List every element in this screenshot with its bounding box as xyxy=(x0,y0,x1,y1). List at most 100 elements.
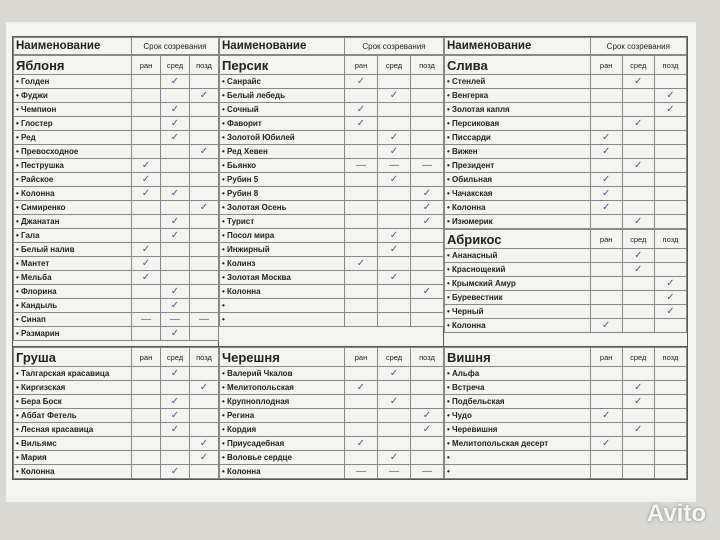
variety-row: Черевишня ✓ xyxy=(444,422,688,437)
ripening-mark: ✓ xyxy=(131,242,161,257)
ripening-mark xyxy=(377,312,411,327)
section-header-row: Груша ран сред позд xyxy=(13,347,219,367)
ripening-mark: ✓ xyxy=(344,116,378,131)
ripening-mark: ✓ xyxy=(410,422,444,437)
ripening-mark xyxy=(589,262,623,277)
ripening-mark xyxy=(344,394,378,409)
variety-row: Бера Боск ✓ xyxy=(13,394,219,409)
variety-name: Пеструшка xyxy=(13,158,132,173)
variety-row: Санрайс✓ xyxy=(219,74,444,89)
period-label: позд xyxy=(653,55,688,75)
section-title: Груша xyxy=(13,347,132,367)
period-label: ран xyxy=(131,347,161,367)
ripening-mark xyxy=(653,436,688,451)
ripening-mark xyxy=(621,88,655,103)
ripening-mark: ✓ xyxy=(160,74,190,89)
variety-name: Талгарская красавица xyxy=(13,366,132,381)
ripening-mark: ✓ xyxy=(189,380,219,395)
ripening-mark xyxy=(589,158,623,173)
ripening-mark: ✓ xyxy=(131,186,161,201)
variety-name: Мелитопольская xyxy=(219,380,345,395)
section-title: Персик xyxy=(219,55,345,75)
period-label: позд xyxy=(653,347,688,367)
ripening-mark: ✓ xyxy=(160,214,190,229)
ripening-mark xyxy=(189,408,219,423)
ripening-mark xyxy=(344,88,378,103)
ripening-mark xyxy=(589,248,623,263)
variety-name: Вильямс xyxy=(13,436,132,451)
variety-name: Ред Хевен xyxy=(219,144,345,159)
variety-name: Черевишня xyxy=(444,422,591,437)
ripening-mark: ✓ xyxy=(621,422,655,437)
section-header-row: Персик ран сред позд xyxy=(219,55,444,75)
variety-row: Альфа xyxy=(444,366,688,381)
ripening-mark: ✓ xyxy=(160,102,190,117)
ripening-mark xyxy=(377,284,411,299)
ripening-mark xyxy=(189,74,219,89)
variety-name: Колонна xyxy=(219,464,345,479)
variety-row: Изюмерик ✓ xyxy=(444,214,688,229)
ripening-mark: ✓ xyxy=(189,436,219,451)
header-row: Наименование Срок созревания xyxy=(444,37,688,55)
variety-row: Колонна——— xyxy=(219,464,444,479)
variety-row: Персиковая ✓ xyxy=(444,116,688,131)
ripening-mark xyxy=(189,366,219,381)
variety-row: Рубин 8 ✓ xyxy=(219,186,444,201)
ripening-mark: ✓ xyxy=(160,326,190,341)
variety-name: Посол мира xyxy=(219,228,345,243)
variety-row: Бьянко——— xyxy=(219,158,444,173)
ripening-mark xyxy=(621,186,655,201)
ripening-mark xyxy=(653,380,688,395)
variety-row: Фуджи ✓ xyxy=(13,88,219,103)
variety-row: Краснощекий ✓ xyxy=(444,262,688,277)
ripening-mark xyxy=(344,408,378,423)
variety-name: Белый лебедь xyxy=(219,88,345,103)
ripening-mark xyxy=(344,186,378,201)
ripening-mark xyxy=(653,366,688,381)
variety-row: Райское✓ xyxy=(13,172,219,187)
ripening-mark xyxy=(131,284,161,299)
variety-row: Лесная красавица ✓ xyxy=(13,422,219,437)
ripening-mark: ✓ xyxy=(377,144,411,159)
variety-row: Встреча ✓ xyxy=(444,380,688,395)
ripening-mark xyxy=(344,450,378,465)
ripening-mark xyxy=(344,312,378,327)
ripening-mark: ✓ xyxy=(344,256,378,271)
variety-name: Мельба xyxy=(13,270,132,285)
ripening-mark xyxy=(189,116,219,131)
variety-row: Крупноплодная ✓ xyxy=(219,394,444,409)
period-label: ран xyxy=(589,229,623,249)
variety-row: Подбельская ✓ xyxy=(444,394,688,409)
ripening-mark: ✓ xyxy=(377,130,411,145)
ripening-mark xyxy=(189,102,219,117)
variety-row: Фаворит✓ xyxy=(219,116,444,131)
period-label: ран xyxy=(344,347,378,367)
ripening-mark xyxy=(131,200,161,215)
ripening-mark: ✓ xyxy=(377,270,411,285)
section-table: ПерсикрансредпоздСанрайс✓Белый лебедь✓Со… xyxy=(219,55,444,327)
ripening-mark: ✓ xyxy=(344,74,378,89)
variety-row: Талгарская красавица ✓ xyxy=(13,366,219,381)
variety-row: Голден ✓ xyxy=(13,74,219,89)
ripening-mark xyxy=(131,464,161,479)
ripening-mark: ✓ xyxy=(589,436,623,451)
ripening-mark xyxy=(344,200,378,215)
column-top: Наименование Срок созревания Слива ран сред п… xyxy=(444,37,688,346)
header-name: Наименование xyxy=(219,37,345,55)
variety-name: Симиренко xyxy=(13,200,132,215)
variety-name: Колонна xyxy=(444,318,591,333)
variety-row: Золотой Юбилей ✓ xyxy=(219,130,444,145)
variety-row: Ананасный ✓ xyxy=(444,248,688,263)
variety-row: Президент ✓ xyxy=(444,158,688,173)
column-bottom: ГрушарансредпоздТалгарская красавица✓Кир… xyxy=(13,346,219,479)
variety-row: Мелитопольская десерт✓ xyxy=(444,436,688,451)
period-label: сред xyxy=(160,55,190,75)
ripening-mark xyxy=(589,366,623,381)
section-header-row: Абрикос ран сред позд xyxy=(444,229,688,249)
ripening-mark xyxy=(410,450,444,465)
ripening-mark xyxy=(589,464,623,479)
ripening-mark: ✓ xyxy=(131,172,161,187)
ripening-mark xyxy=(131,88,161,103)
variety-row: Чемпион ✓ xyxy=(13,102,219,117)
ripening-mark xyxy=(189,326,219,341)
